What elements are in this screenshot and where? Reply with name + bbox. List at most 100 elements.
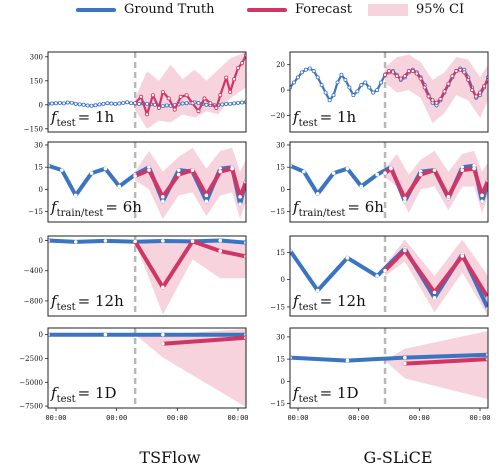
forecast-point: [460, 254, 465, 258]
ground-truth-point: [137, 102, 142, 107]
ground-truth-point: [218, 238, 223, 243]
forecast-point: [442, 89, 447, 94]
forecast-point: [133, 101, 138, 106]
x-tick-label: 00:00: [167, 414, 188, 422]
legend-ci-swatch: [368, 3, 408, 16]
legend: Ground Truth Forecast 95% CI: [0, 0, 498, 28]
panel-plot-area: [290, 328, 488, 408]
panel-frame: [289, 141, 489, 223]
panel-label-var: f: [50, 292, 59, 310]
forecast-point: [240, 61, 245, 66]
legend-ci-label: 95% CI: [416, 2, 465, 17]
ground-truth-point: [331, 93, 336, 98]
ground-truth-point: [103, 332, 108, 337]
panel-label: ftest = 12h: [50, 292, 124, 313]
forecast-point: [466, 77, 471, 82]
ci-band: [135, 240, 246, 315]
ground-truth-point: [147, 165, 151, 169]
ground-truth-point: [57, 100, 62, 105]
ground-truth-point: [101, 101, 106, 106]
ground-truth-point: [109, 101, 114, 106]
forecast-point: [204, 193, 209, 198]
forecast-point: [190, 239, 195, 244]
ground-truth-point: [103, 239, 108, 243]
panel-label-rhs: = 1h: [320, 108, 357, 126]
panel-label: ftest = 1h: [292, 108, 357, 129]
forecast-point: [454, 69, 459, 74]
ground-truth-point: [359, 184, 364, 189]
forecast-point: [386, 69, 391, 74]
forecast-point: [166, 96, 171, 101]
forecast-point: [426, 94, 431, 99]
ground-truth-point: [303, 67, 308, 72]
ground-truth-point: [302, 169, 306, 174]
forecast-point: [478, 90, 483, 95]
panel-plot-area: [290, 142, 488, 222]
forecast-point: [218, 249, 223, 253]
forecast-point: [218, 93, 223, 98]
x-tick-label: 00:00: [469, 414, 490, 422]
ground-truth-point: [105, 101, 110, 106]
forecast-point: [432, 168, 437, 172]
ground-truth-point: [403, 355, 407, 360]
ground-truth-line: [290, 352, 488, 363]
forecast-point: [438, 96, 443, 101]
y-tick-label: 0: [281, 186, 285, 194]
panel-label-sub: test: [299, 302, 318, 313]
forecast-point: [190, 101, 195, 106]
forecast-point: [139, 94, 144, 99]
panel-label-var: f: [50, 384, 59, 402]
ground-truth-point: [161, 239, 165, 243]
ground-truth-point: [359, 83, 364, 88]
forecast-point: [156, 106, 161, 111]
ground-truth-point: [375, 172, 379, 177]
ground-truth-point: [176, 168, 181, 172]
x-tick-label: 00:00: [409, 414, 430, 422]
panel-frame: [47, 235, 247, 317]
ci-band: [385, 150, 488, 214]
y-tick-label: 0: [39, 237, 43, 245]
panel-label-rhs: = 12h: [320, 292, 366, 310]
forecast-point: [403, 361, 407, 366]
forecast-point: [178, 94, 183, 99]
ground-truth-point: [204, 199, 209, 204]
forecast-point: [390, 70, 395, 75]
column-title-tsflow: TSFlow: [139, 448, 201, 467]
panel-label-sub: test: [57, 302, 76, 313]
forecast-point: [446, 81, 451, 86]
forecast-point: [474, 94, 479, 99]
panel-tsflow-row0: 300 150 0 −150 ftest = 1h: [24, 51, 247, 133]
ground-truth-point: [315, 288, 320, 293]
column-title-gslice: G-SLiCE: [363, 448, 433, 467]
forecast-point: [147, 168, 151, 172]
ground-truth-point: [323, 90, 328, 95]
ground-truth-point: [117, 184, 122, 189]
forecast-point: [160, 90, 165, 95]
panel-label: ftest = 1D: [50, 384, 117, 405]
ground-truth-point: [144, 101, 149, 106]
ground-truth-point: [121, 100, 126, 105]
forecast-point: [218, 169, 223, 174]
ground-truth-point: [345, 256, 350, 260]
y-tick-label: 0: [39, 186, 43, 194]
ground-truth-point: [93, 103, 98, 108]
forecast-point: [238, 195, 242, 199]
forecast-point: [450, 74, 455, 79]
ground-truth-point: [89, 103, 94, 108]
forecast-point: [402, 74, 407, 79]
forecast-point: [403, 196, 407, 201]
forecast-point: [482, 84, 487, 89]
forecast-point: [418, 76, 423, 81]
forecast-point: [460, 168, 465, 172]
y-tick-label: −5000: [19, 379, 43, 387]
legend-forecast-swatch: [247, 7, 287, 12]
ground-truth-point: [160, 104, 165, 109]
forecast-point: [208, 101, 213, 106]
forecast-point: [161, 195, 165, 199]
y-tick-label: 15: [34, 164, 43, 172]
panel-label: ftest = 1h: [50, 108, 115, 129]
forecast-point: [214, 106, 219, 111]
panel-plot-area: [48, 142, 246, 222]
